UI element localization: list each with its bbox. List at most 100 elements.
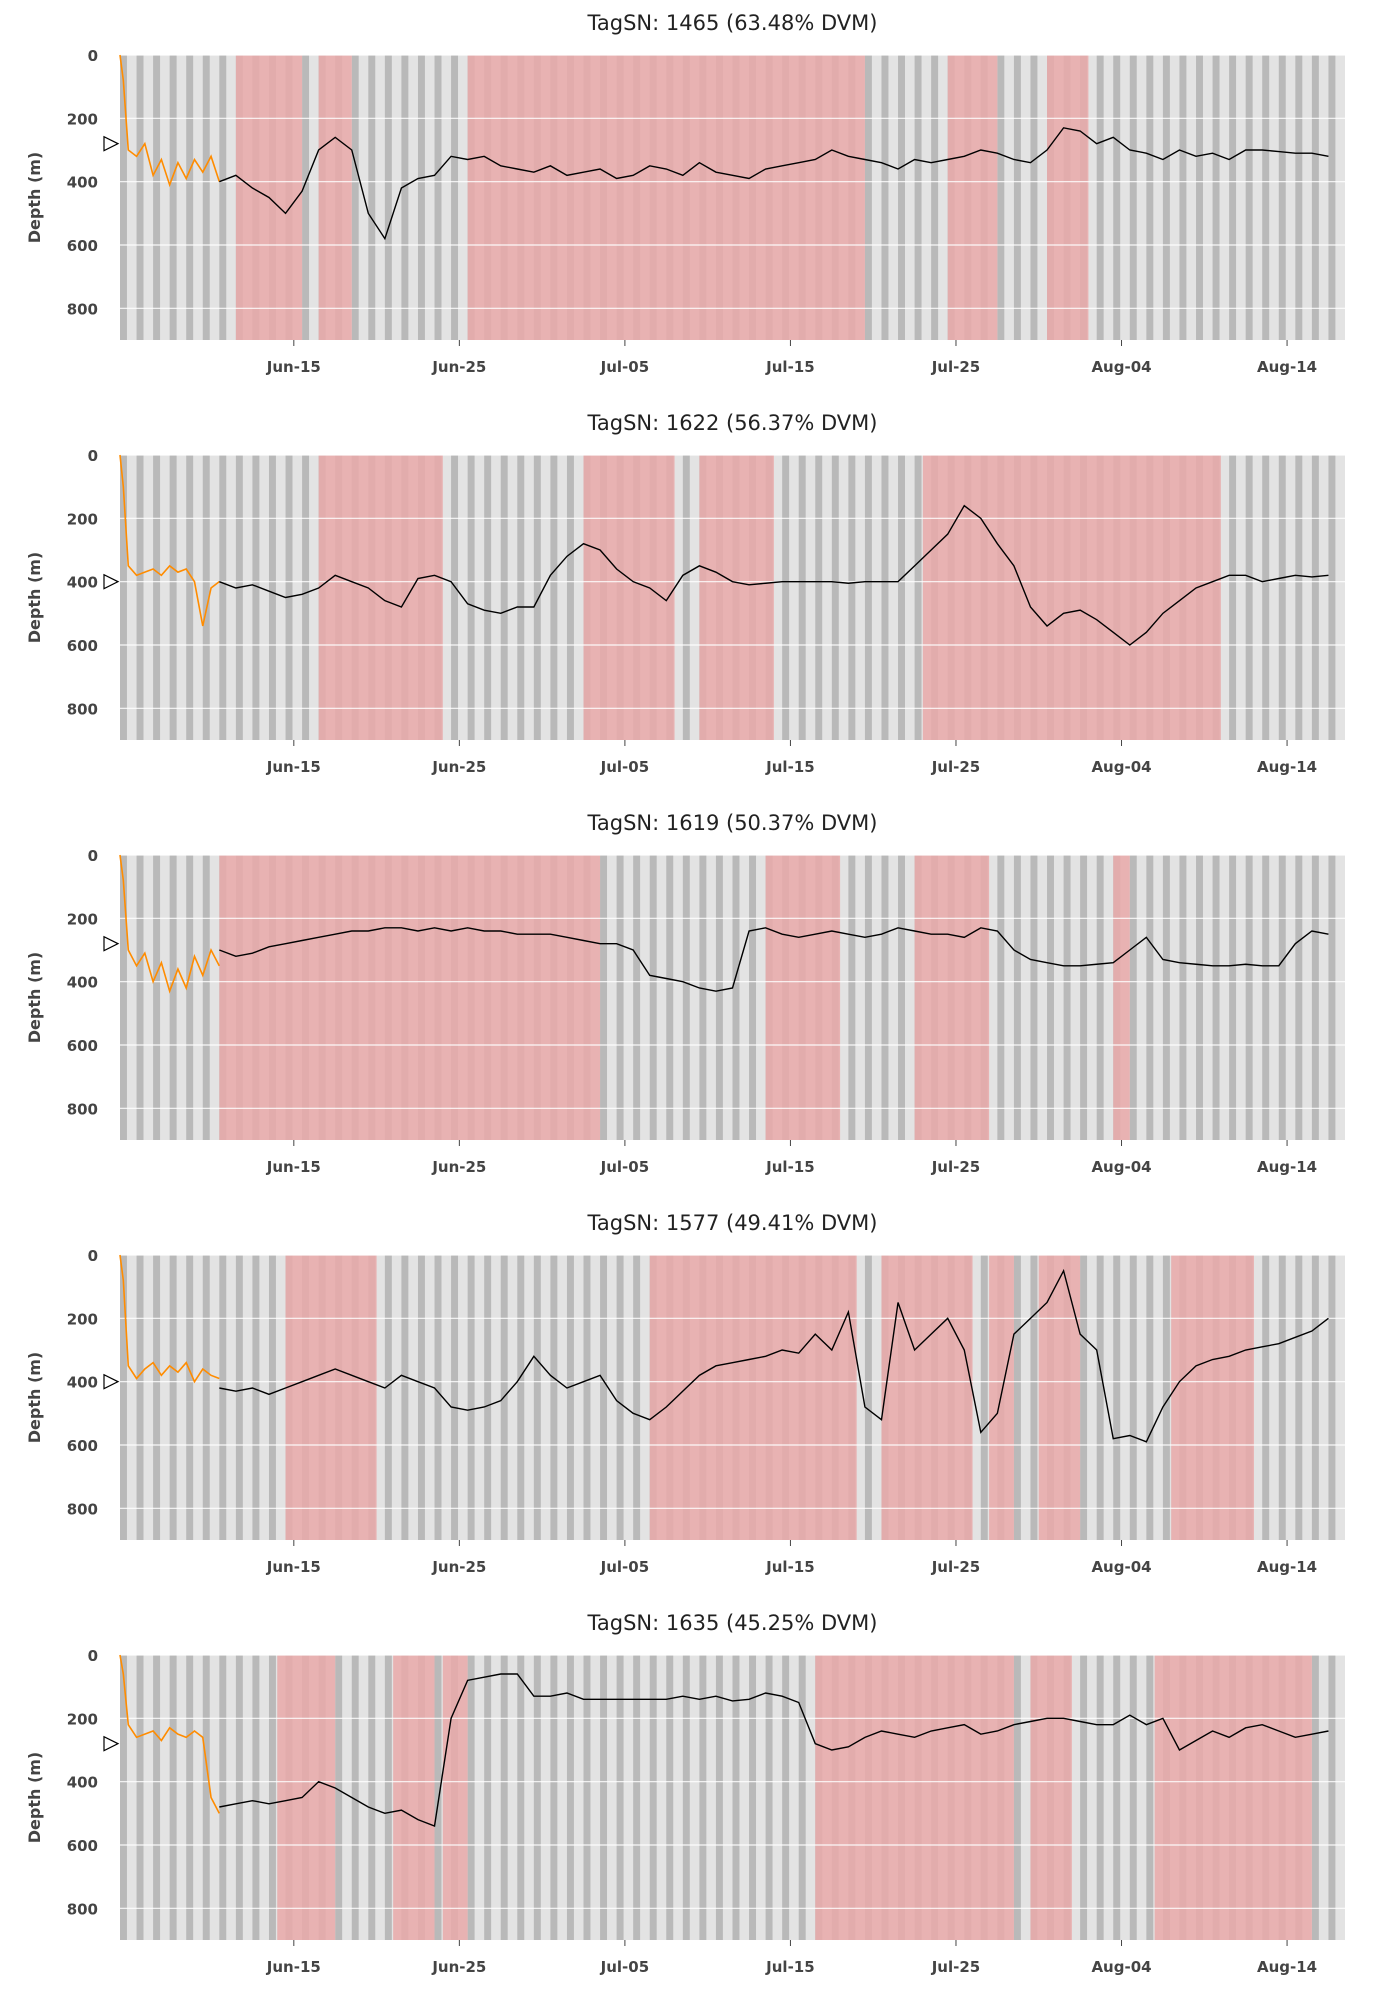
depth-panel-3: TagSN: 1619 (50.37% DVM) 0 200 400 600 800 Dep… [0, 800, 1377, 1200]
night-stripe [1229, 55, 1237, 340]
night-stripe [252, 455, 260, 740]
night-stripe [815, 455, 823, 740]
y-tick-label: 0 [88, 1247, 98, 1265]
night-stripe [434, 1255, 442, 1540]
night-stripe [616, 1655, 624, 1940]
y-tick-label: 200 [67, 1710, 98, 1728]
night-stripe [202, 455, 210, 740]
y-tick-label: 800 [67, 1500, 98, 1518]
night-stripe [749, 1655, 757, 1940]
x-tick-label: Jun-25 [431, 1158, 486, 1176]
night-stripe [120, 455, 127, 740]
night-stripe [120, 855, 127, 1140]
y-tick-label: 400 [67, 574, 98, 592]
night-stripe [401, 55, 409, 340]
night-stripe [1328, 1655, 1336, 1940]
night-stripe [169, 55, 177, 340]
night-stripe [417, 55, 425, 340]
night-stripe [699, 1655, 707, 1940]
night-stripe [550, 455, 558, 740]
night-stripe [1278, 1255, 1286, 1540]
night-stripe [864, 455, 872, 740]
night-stripe [1113, 55, 1121, 340]
chart-title: TagSN: 1635 (45.25% DVM) [587, 1611, 878, 1635]
night-stripe [219, 55, 227, 340]
night-stripe [451, 55, 459, 340]
night-stripe [1311, 1655, 1319, 1940]
x-tick-label: Jul-05 [600, 1558, 650, 1576]
depth-trace [219, 127, 1329, 241]
pre-release-depth-trace [119, 54, 221, 188]
night-stripe [1212, 855, 1220, 1140]
night-stripe [1295, 1255, 1303, 1540]
night-stripe [682, 1655, 690, 1940]
night-stripe [384, 55, 392, 340]
night-stripe [881, 855, 889, 1140]
night-stripe [235, 1255, 243, 1540]
night-stripe [451, 1255, 459, 1540]
night-stripe [1013, 855, 1021, 1140]
night-stripe [153, 55, 161, 340]
night-stripe [898, 855, 905, 1140]
night-stripe [186, 1255, 194, 1540]
night-stripe [649, 1655, 657, 1940]
night-stripe [1278, 55, 1286, 340]
night-stripe [1328, 55, 1336, 340]
depth-panel-2: TagSN: 1622 (56.37% DVM) 0 200 400 600 800 Dep… [0, 400, 1377, 800]
x-tick-label: Aug-14 [1257, 1958, 1317, 1976]
night-stripe [1179, 855, 1187, 1140]
x-tick-label: Jun-25 [431, 1558, 486, 1576]
night-stripe [136, 55, 144, 340]
night-stripe [533, 1255, 541, 1540]
dvm-period-band [649, 1255, 857, 1540]
night-stripe [1096, 1655, 1104, 1940]
depth-panel-5: TagSN: 1635 (45.25% DVM) 0 200 400 600 800 Dep… [0, 1600, 1377, 2000]
dvm-period-band [393, 1655, 435, 1940]
night-stripe [169, 855, 177, 1140]
x-tick-label: Aug-14 [1257, 758, 1317, 776]
night-stripe [252, 1655, 260, 1940]
night-stripe [417, 1255, 425, 1540]
night-stripe [1245, 55, 1253, 340]
chart-title: TagSN: 1465 (63.48% DVM) [587, 11, 878, 35]
night-stripe [219, 1255, 227, 1540]
night-stripe [186, 55, 194, 340]
night-stripe [434, 1655, 442, 1940]
night-stripe [351, 55, 359, 340]
night-stripe [1129, 1255, 1137, 1540]
x-tick-label: Aug-04 [1091, 358, 1151, 376]
night-stripe [1080, 855, 1088, 1140]
night-stripe [1328, 855, 1336, 1140]
night-stripe [153, 455, 161, 740]
night-stripe [997, 855, 1005, 1140]
night-stripe [666, 1655, 674, 1940]
x-tick-label: Jul-15 [765, 1558, 815, 1576]
night-stripe [202, 1255, 210, 1540]
night-stripe [1096, 1255, 1104, 1540]
night-stripe [1311, 55, 1319, 340]
chart-title: TagSN: 1622 (56.37% DVM) [587, 411, 878, 435]
night-stripe [600, 1255, 608, 1540]
pre-release-depth-trace [119, 454, 220, 627]
night-stripe [467, 1655, 475, 1940]
night-stripe [1262, 455, 1270, 740]
night-stripe [1262, 1255, 1270, 1540]
x-tick-label: Jun-15 [266, 758, 321, 776]
night-stripe [186, 455, 194, 740]
y-tick-label: 400 [67, 174, 98, 192]
night-stripe [715, 855, 723, 1140]
night-stripe [782, 455, 790, 740]
night-stripe [1245, 455, 1253, 740]
x-tick-label: Jul-05 [600, 358, 650, 376]
night-stripe [732, 1655, 740, 1940]
night-stripe [384, 1655, 392, 1940]
night-stripe [202, 855, 210, 1140]
night-stripe [136, 855, 144, 1140]
dvm-period-band [285, 1255, 377, 1540]
y-tick-label: 600 [67, 637, 98, 655]
night-stripe [484, 1255, 492, 1540]
night-stripe [302, 455, 310, 740]
night-stripe [120, 55, 127, 340]
night-stripe [980, 1255, 988, 1540]
